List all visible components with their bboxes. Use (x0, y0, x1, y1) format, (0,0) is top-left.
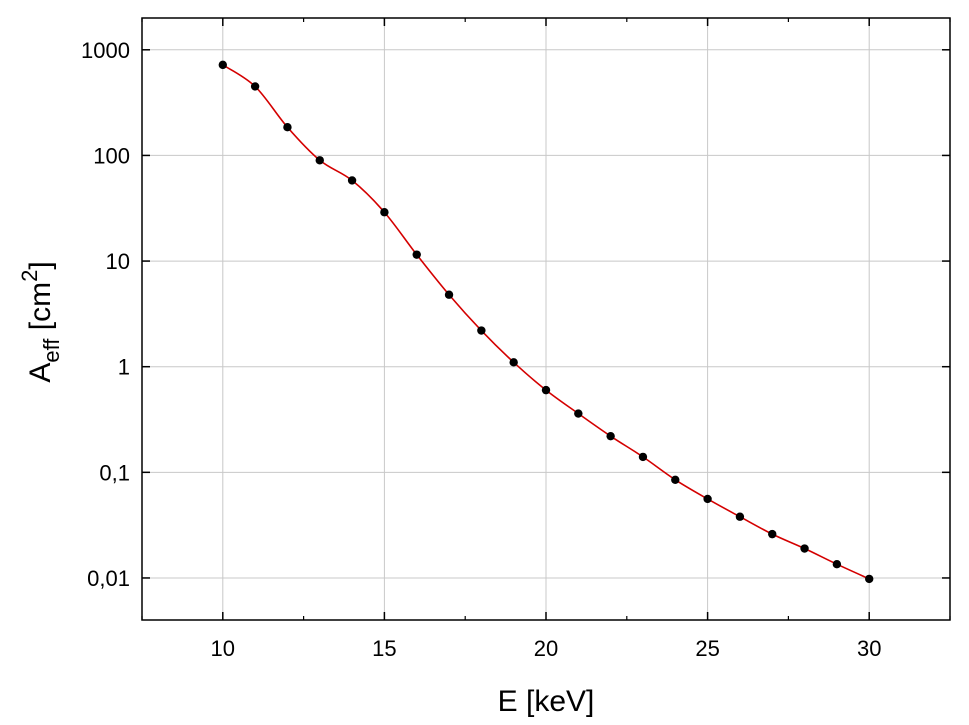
x-tick-label: 25 (695, 636, 719, 661)
data-point (218, 60, 227, 70)
y-axis-title: Aeff [cm2] (17, 261, 64, 382)
data-point (703, 494, 712, 504)
x-tick-label: 20 (534, 636, 558, 661)
data-point (541, 385, 551, 395)
y-axis-title-bracket-open: [cm (24, 282, 57, 339)
ticks: 10 15 20 25 30 0,01 0,1 1 10 100 1000 (81, 18, 951, 661)
x-axis-title: E [keV] (498, 685, 595, 718)
data-point (315, 156, 324, 165)
data-point (477, 326, 486, 335)
data-point (347, 176, 357, 185)
data-point (606, 431, 615, 441)
data-point (638, 452, 648, 462)
data-point (800, 544, 809, 553)
y-tick-label: 100 (93, 143, 130, 168)
y-axis-title-bracket-close: ] (24, 261, 57, 269)
y-tick-label: 0,1 (99, 460, 130, 485)
data-point (865, 574, 874, 584)
y-tick-label: 0,01 (87, 566, 130, 591)
grid (142, 18, 950, 620)
data-point (768, 529, 777, 539)
y-axis-title-superscript: 2 (17, 270, 42, 282)
x-tick-label: 30 (857, 636, 881, 661)
data-point (444, 290, 454, 299)
data-point (574, 409, 583, 418)
data-point (283, 123, 292, 132)
data-point (250, 82, 260, 91)
data-point (380, 208, 389, 217)
x-tick-label: 15 (372, 636, 396, 661)
y-axis-title-base: A (24, 363, 57, 383)
data-point (671, 475, 680, 484)
y-tick-label: 10 (106, 249, 130, 274)
x-tick-label: 10 (211, 636, 235, 661)
y-tick-label: 1 (118, 355, 130, 380)
data-point (832, 559, 842, 569)
data-point (735, 512, 745, 521)
series-layer (218, 60, 874, 584)
y-axis-title-subscript: eff (39, 338, 64, 363)
y-tick-label: 1000 (81, 38, 130, 63)
data-point (412, 250, 421, 259)
data-point (509, 358, 518, 367)
